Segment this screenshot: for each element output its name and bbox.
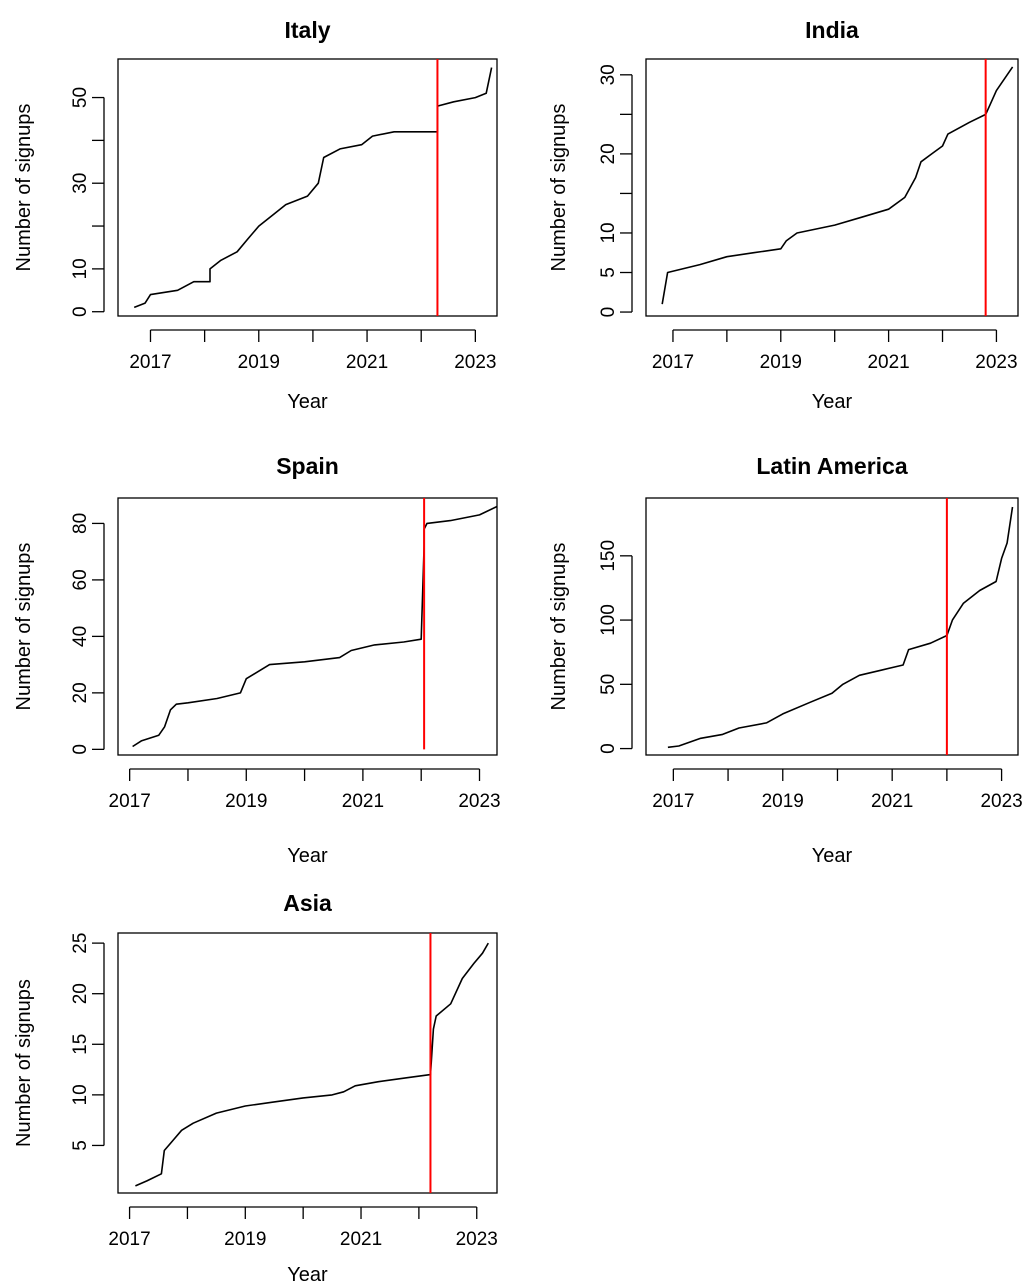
y-tick-label: 20 bbox=[598, 143, 619, 164]
series-line bbox=[661, 66, 1014, 305]
x-tick-label: 2023 bbox=[454, 352, 496, 373]
x-tick-label: 2019 bbox=[760, 352, 802, 373]
y-tick-label: 5 bbox=[598, 267, 619, 278]
plot-frame bbox=[645, 58, 1019, 317]
x-axis-label: Year bbox=[812, 391, 853, 413]
series-line bbox=[667, 506, 1014, 749]
y-tick-label: 15 bbox=[70, 1034, 91, 1055]
x-tick-label: 2019 bbox=[225, 791, 267, 812]
y-axis-label: Number of signups bbox=[13, 104, 35, 272]
x-tick-label: 2017 bbox=[129, 352, 171, 373]
y-tick-label: 30 bbox=[598, 64, 619, 85]
x-tick-label: 2017 bbox=[652, 352, 694, 373]
y-tick-label: 50 bbox=[70, 87, 91, 108]
x-axis-label: Year bbox=[287, 845, 328, 867]
x-axis-label: Year bbox=[812, 845, 853, 867]
y-tick-label: 150 bbox=[598, 540, 619, 572]
x-tick-label: 2023 bbox=[975, 352, 1017, 373]
y-tick-label: 0 bbox=[70, 306, 91, 317]
chart-panel: Spain Year Number of signups 2017 2019 2021 20… bbox=[13, 453, 501, 867]
y-tick-label: 25 bbox=[70, 933, 91, 954]
y-tick-label: 60 bbox=[70, 569, 91, 590]
y-tick-label: 50 bbox=[598, 674, 619, 695]
series-line bbox=[135, 942, 489, 1187]
x-tick-label: 2017 bbox=[108, 1229, 150, 1250]
chart-title: Italy bbox=[284, 17, 330, 43]
series-line bbox=[132, 505, 498, 748]
chart-title: Asia bbox=[283, 890, 332, 916]
plot-frame bbox=[117, 932, 498, 1194]
y-axis-label: Number of signups bbox=[548, 543, 570, 711]
y-axis-label: Number of signups bbox=[548, 104, 570, 272]
chart-panel: Italy Year Number of signups 2017 2019 2021 20… bbox=[13, 17, 498, 413]
chart-panel: Latin America Year Number of signups 2017 20… bbox=[548, 453, 1023, 867]
y-tick-label: 5 bbox=[70, 1140, 91, 1151]
y-tick-label: 20 bbox=[70, 682, 91, 703]
chart-panel: India Year Number of signups 2017 2019 2021 20… bbox=[548, 17, 1019, 413]
plot-frame bbox=[117, 58, 498, 317]
plot-frame bbox=[645, 497, 1019, 756]
chart-title: India bbox=[805, 17, 859, 43]
y-tick-label: 20 bbox=[70, 983, 91, 1004]
y-tick-label: 10 bbox=[70, 258, 91, 279]
x-tick-label: 2021 bbox=[867, 352, 909, 373]
x-tick-label: 2023 bbox=[456, 1229, 498, 1250]
x-tick-label: 2023 bbox=[980, 791, 1022, 812]
y-tick-label: 30 bbox=[70, 173, 91, 194]
x-tick-label: 2017 bbox=[652, 791, 694, 812]
x-tick-label: 2019 bbox=[238, 352, 280, 373]
x-tick-label: 2021 bbox=[346, 352, 388, 373]
plot-frame bbox=[117, 497, 498, 756]
y-tick-label: 0 bbox=[598, 743, 619, 754]
chart-title: Latin America bbox=[756, 453, 907, 479]
y-tick-label: 10 bbox=[598, 222, 619, 243]
y-tick-label: 100 bbox=[598, 604, 619, 636]
x-tick-label: 2021 bbox=[342, 791, 384, 812]
x-tick-label: 2021 bbox=[871, 791, 913, 812]
y-tick-label: 40 bbox=[70, 626, 91, 647]
x-tick-label: 2021 bbox=[340, 1229, 382, 1250]
x-tick-label: 2023 bbox=[458, 791, 500, 812]
x-tick-label: 2019 bbox=[762, 791, 804, 812]
y-tick-label: 80 bbox=[70, 513, 91, 534]
x-tick-label: 2019 bbox=[224, 1229, 266, 1250]
y-axis-label: Number of signups bbox=[13, 543, 35, 711]
x-axis-label: Year bbox=[287, 391, 328, 413]
y-tick-label: 0 bbox=[70, 744, 91, 755]
chart-title: Spain bbox=[276, 453, 339, 479]
y-tick-label: 10 bbox=[70, 1084, 91, 1105]
x-tick-label: 2017 bbox=[109, 791, 151, 812]
y-axis-label: Number of signups bbox=[13, 979, 35, 1147]
x-axis-label: Year bbox=[287, 1264, 328, 1284]
y-tick-label: 0 bbox=[598, 307, 619, 318]
